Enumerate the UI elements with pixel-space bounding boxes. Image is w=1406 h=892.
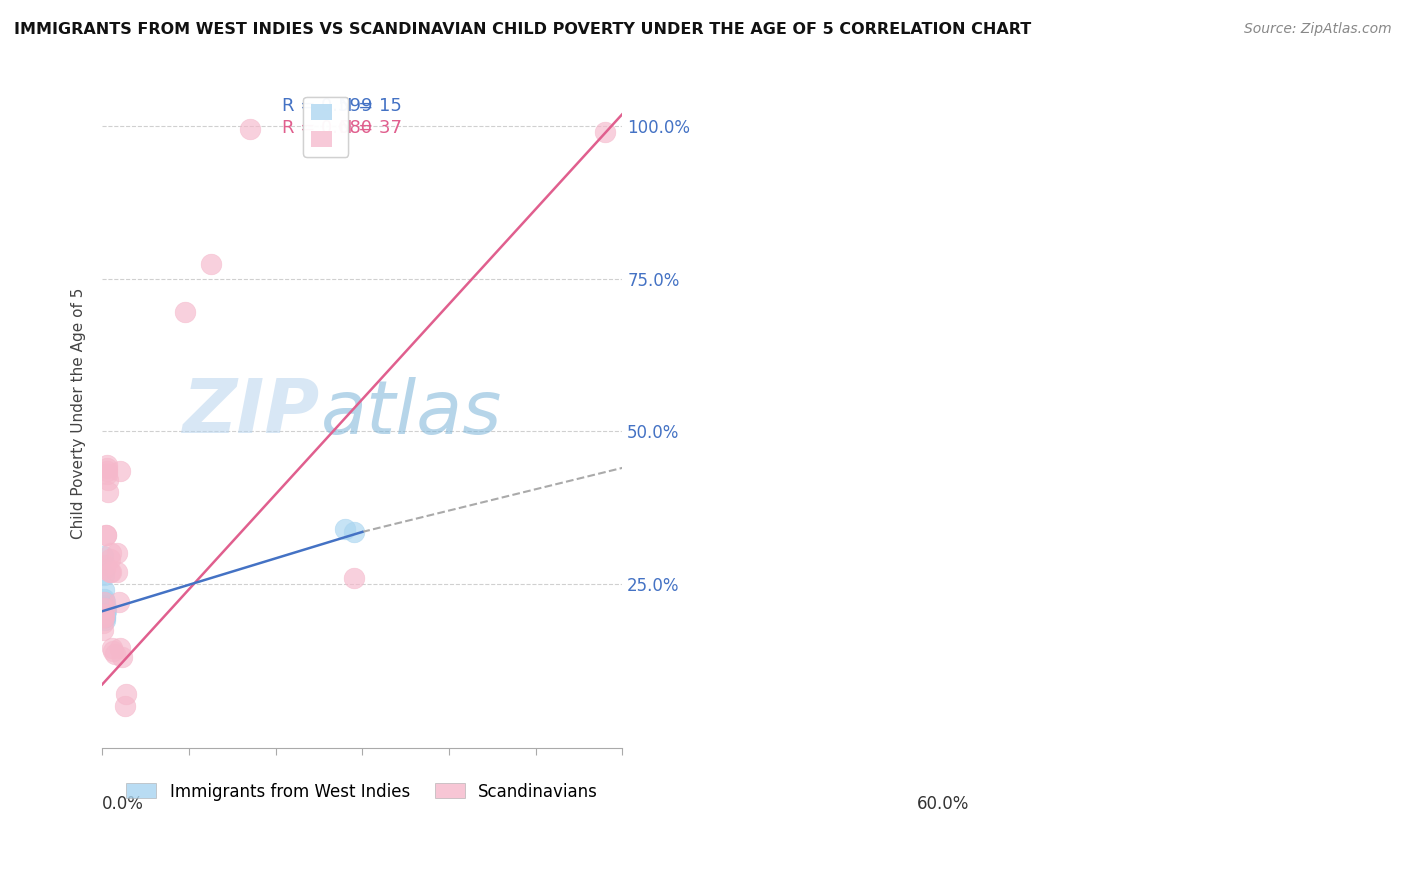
Point bbox=[115, 687, 138, 701]
Point bbox=[111, 650, 134, 665]
Text: N = 37: N = 37 bbox=[339, 119, 402, 136]
Point bbox=[94, 601, 117, 615]
Point bbox=[93, 607, 115, 622]
Text: IMMIGRANTS FROM WEST INDIES VS SCANDINAVIAN CHILD POVERTY UNDER THE AGE OF 5 COR: IMMIGRANTS FROM WEST INDIES VS SCANDINAV… bbox=[14, 22, 1032, 37]
Point bbox=[94, 595, 117, 609]
Point bbox=[96, 461, 118, 475]
Point bbox=[94, 604, 117, 618]
Text: Source: ZipAtlas.com: Source: ZipAtlas.com bbox=[1244, 22, 1392, 37]
Point bbox=[98, 565, 121, 579]
Text: N = 15: N = 15 bbox=[339, 96, 402, 115]
Point bbox=[239, 122, 262, 136]
Point bbox=[94, 607, 117, 622]
Point bbox=[97, 485, 120, 500]
Point bbox=[94, 561, 117, 575]
Point bbox=[94, 558, 117, 573]
Legend: , : , bbox=[304, 96, 349, 156]
Point bbox=[98, 552, 121, 566]
Point bbox=[94, 528, 117, 542]
Point bbox=[93, 598, 115, 612]
Point bbox=[97, 473, 120, 487]
Point bbox=[343, 524, 366, 539]
Point bbox=[110, 464, 132, 478]
Point bbox=[101, 644, 124, 658]
Point bbox=[91, 616, 114, 631]
Point bbox=[100, 546, 122, 560]
Text: R = 0.680: R = 0.680 bbox=[281, 119, 371, 136]
Point bbox=[96, 464, 118, 478]
Point bbox=[114, 698, 136, 713]
Point bbox=[200, 256, 222, 270]
Point bbox=[173, 305, 195, 319]
Point bbox=[93, 582, 115, 597]
Point bbox=[91, 610, 114, 624]
Text: atlas: atlas bbox=[321, 377, 502, 449]
Y-axis label: Child Poverty Under the Age of 5: Child Poverty Under the Age of 5 bbox=[72, 287, 86, 539]
Point bbox=[333, 522, 356, 536]
Point bbox=[105, 565, 128, 579]
Text: R = 0.599: R = 0.599 bbox=[281, 96, 373, 115]
Point bbox=[94, 610, 117, 624]
Point bbox=[94, 604, 117, 618]
Text: ZIP: ZIP bbox=[183, 376, 321, 450]
Point bbox=[96, 467, 118, 481]
Point bbox=[100, 640, 122, 655]
Text: 60.0%: 60.0% bbox=[917, 796, 969, 814]
Point bbox=[104, 647, 127, 661]
Point bbox=[91, 549, 114, 564]
Point bbox=[110, 640, 132, 655]
Point bbox=[107, 595, 129, 609]
Point bbox=[93, 601, 115, 615]
Point bbox=[94, 610, 117, 624]
Point bbox=[94, 613, 117, 627]
Text: 0.0%: 0.0% bbox=[103, 796, 143, 814]
Point bbox=[96, 458, 118, 472]
Point bbox=[100, 565, 122, 579]
Point bbox=[94, 528, 117, 542]
Point bbox=[93, 592, 115, 607]
Point bbox=[343, 571, 366, 585]
Point bbox=[593, 125, 616, 139]
Point bbox=[93, 595, 115, 609]
Point bbox=[93, 567, 115, 582]
Point bbox=[93, 610, 115, 624]
Point bbox=[105, 546, 128, 560]
Point bbox=[91, 623, 114, 637]
